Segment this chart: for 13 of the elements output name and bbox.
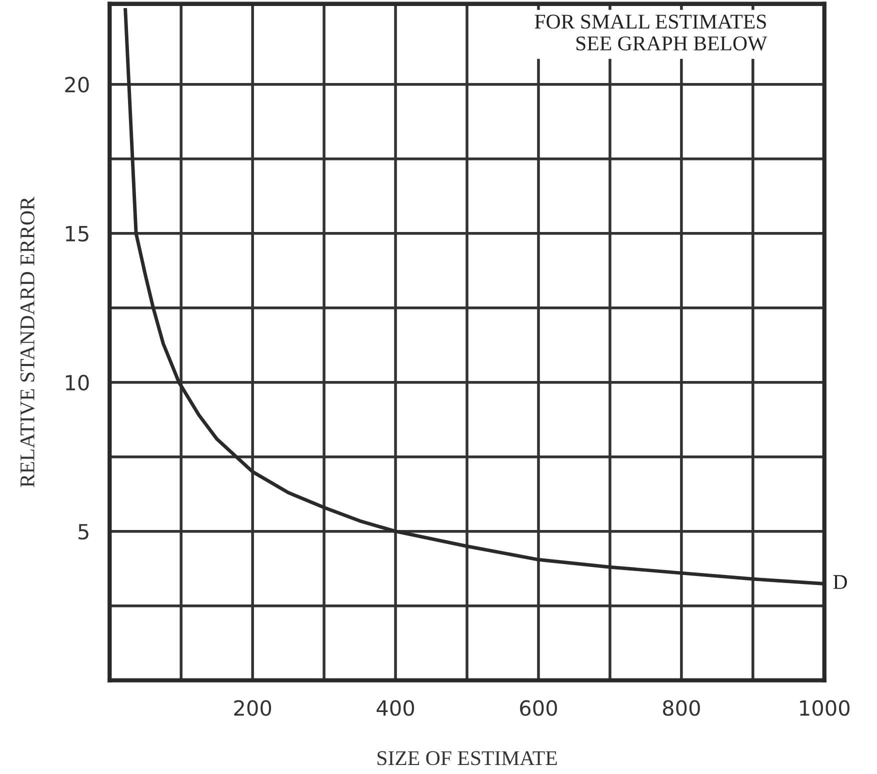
annotation: FOR SMALL ESTIMATES SEE GRAPH BELOW [534,14,768,51]
x-axis-title: SIZE OF ESTIMATE [378,751,557,766]
y-axis-title: RELATIVE STANDARD ERROR [20,196,35,488]
x-tick-label: 400 [376,700,414,716]
x-tick-label: 600 [520,700,557,716]
y-tick-label: 15 [66,226,88,242]
y-tick-label: 20 [65,76,89,93]
x-tick-label: 200 [234,700,272,716]
y-tick-label: 10 [66,374,89,391]
annotation: D [833,575,847,589]
x-tick-label: 800 [662,700,700,716]
x-tick-label: 1000 [800,700,850,716]
y-tick-label: 5 [78,524,88,540]
